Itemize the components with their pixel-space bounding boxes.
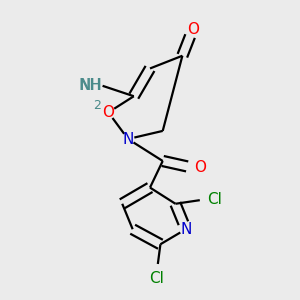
Text: N: N xyxy=(122,131,134,146)
Text: NH: NH xyxy=(79,78,101,93)
Text: 2: 2 xyxy=(94,98,101,112)
Text: O: O xyxy=(102,105,114,120)
Text: Cl: Cl xyxy=(207,192,221,207)
Text: N: N xyxy=(180,222,191,237)
Text: O: O xyxy=(194,160,206,175)
Text: Cl: Cl xyxy=(149,271,164,286)
Text: O: O xyxy=(187,22,199,37)
Text: NH: NH xyxy=(80,78,103,93)
